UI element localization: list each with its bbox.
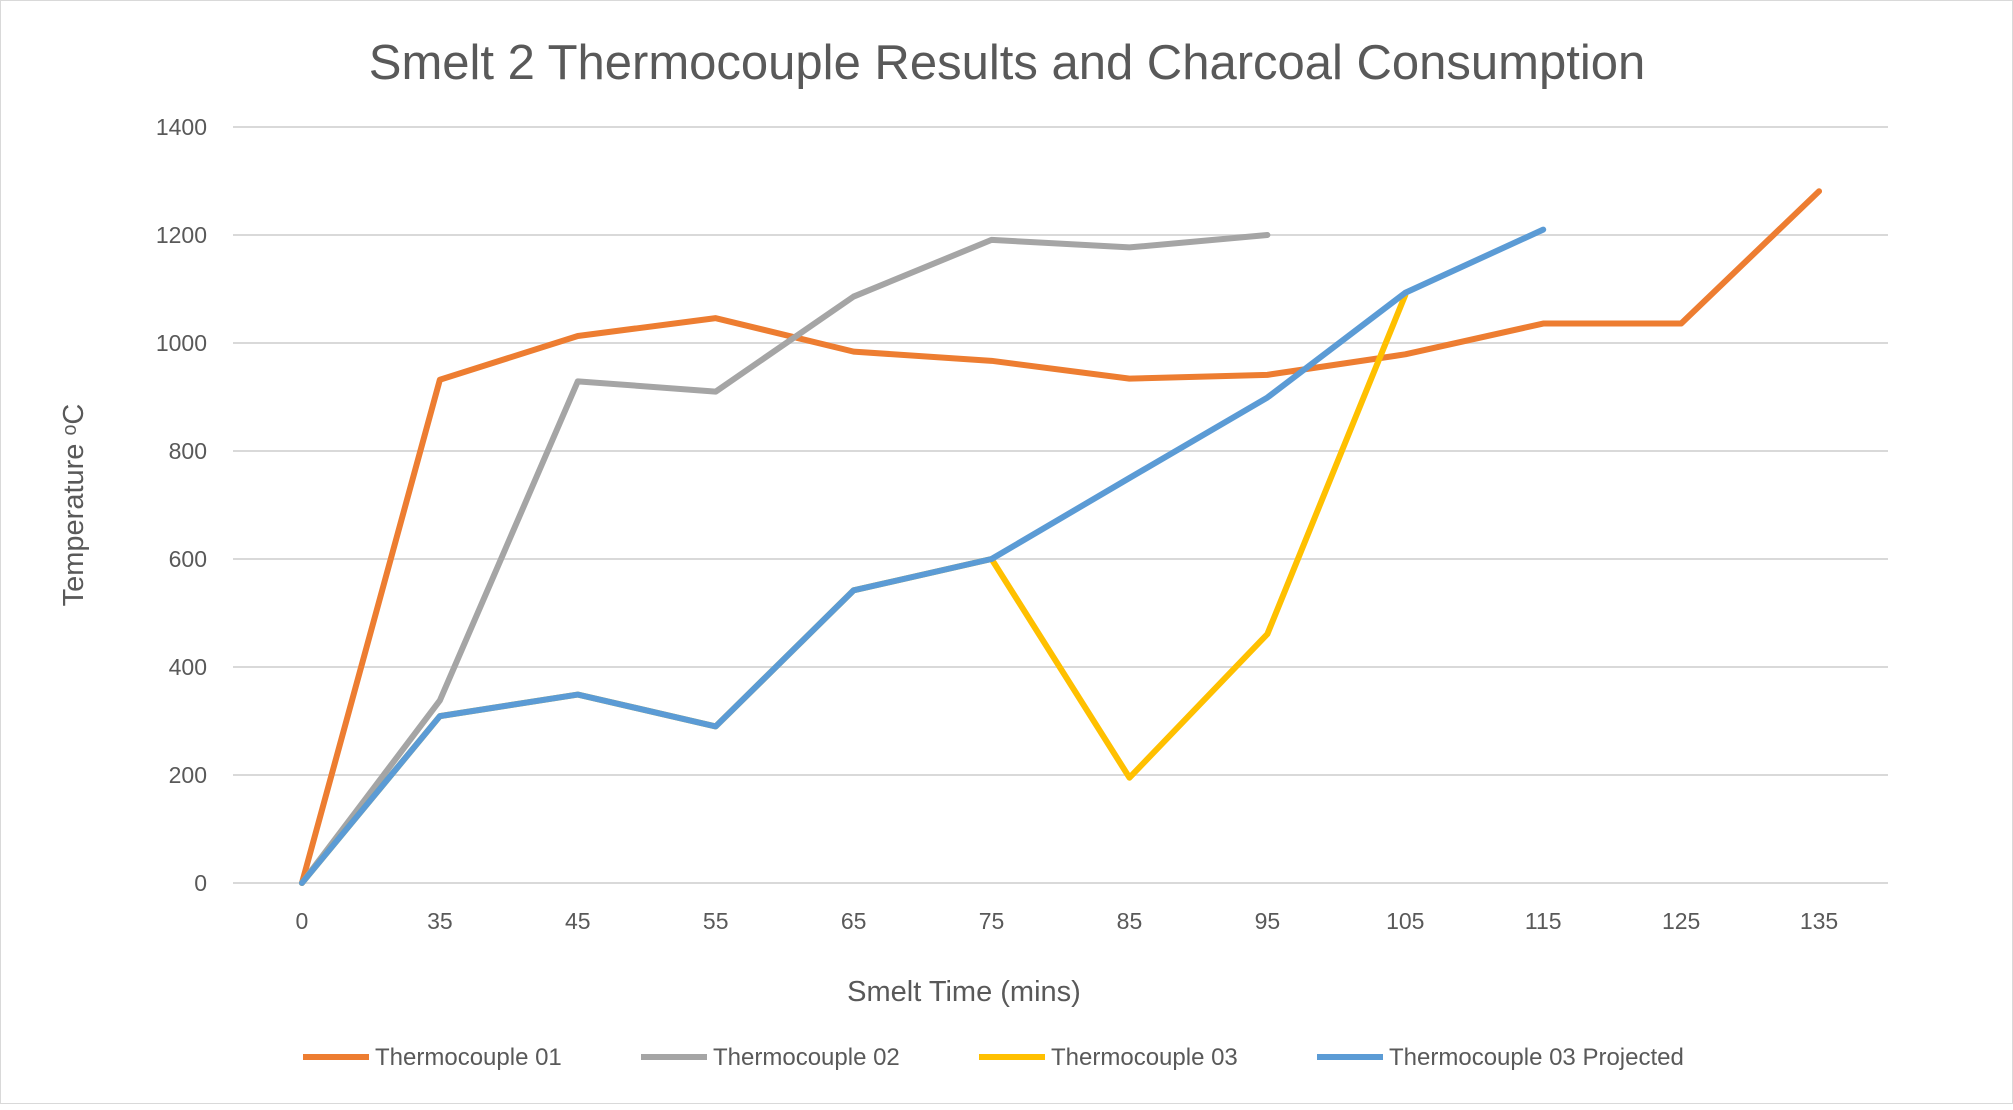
x-tick-label: 35 <box>427 908 453 934</box>
legend: Thermocouple 01 Thermocouple 02 Thermocoup… <box>303 1044 1684 1071</box>
x-tick-label: 115 <box>1525 908 1562 934</box>
x-tick-label: 55 <box>703 908 729 934</box>
x-tick-label: 85 <box>1117 908 1143 934</box>
series-line-2 <box>298 232 1271 886</box>
gridlines <box>233 126 1888 884</box>
legend-item: Thermocouple 02 <box>641 1044 900 1071</box>
y-tick-label: 1200 <box>156 222 207 248</box>
series-line-4 <box>298 226 1547 886</box>
y-tick-label: 400 <box>169 654 207 680</box>
legend-item: Thermocouple 03 <box>979 1044 1238 1071</box>
x-axis-title: Smelt Time (mins) <box>847 976 1081 1008</box>
y-tick-label: 800 <box>169 438 207 464</box>
x-tick-label: 45 <box>565 908 591 934</box>
legend-label: Thermocouple 02 <box>713 1044 900 1071</box>
x-tick-label: 0 <box>296 908 309 934</box>
series-line-1 <box>298 188 1823 886</box>
x-tick-label: 125 <box>1662 908 1700 934</box>
x-tick-label: 75 <box>979 908 1005 934</box>
legend-label: Thermocouple 01 <box>375 1044 562 1071</box>
y-tick-label: 1400 <box>156 114 207 140</box>
y-tick-label: 600 <box>169 546 207 572</box>
x-tick-label: 65 <box>841 908 867 934</box>
x-tick-labels: 0 35 45 55 65 75 85 95 105 115 125 135 <box>296 908 1839 934</box>
legend-label: Thermocouple 03 <box>1051 1044 1238 1071</box>
x-tick-label: 135 <box>1800 908 1838 934</box>
x-tick-label: 95 <box>1255 908 1281 934</box>
series-lines <box>298 188 1823 886</box>
legend-label: Thermocouple 03 Projected <box>1389 1044 1684 1071</box>
legend-item: Thermocouple 01 <box>303 1044 562 1071</box>
legend-item: Thermocouple 03 Projected <box>1317 1044 1684 1071</box>
chart-title: Smelt 2 Thermocouple Results and Charcoa… <box>369 36 1645 90</box>
y-tick-labels: 0 200 400 600 800 1000 1200 1400 <box>156 114 207 896</box>
y-tick-label: 1000 <box>156 330 207 356</box>
x-tick-label: 105 <box>1386 908 1424 934</box>
y-axis-title: Temperature ᵒC <box>58 404 90 607</box>
y-tick-label: 200 <box>169 762 207 788</box>
y-tick-label: 0 <box>194 870 207 896</box>
